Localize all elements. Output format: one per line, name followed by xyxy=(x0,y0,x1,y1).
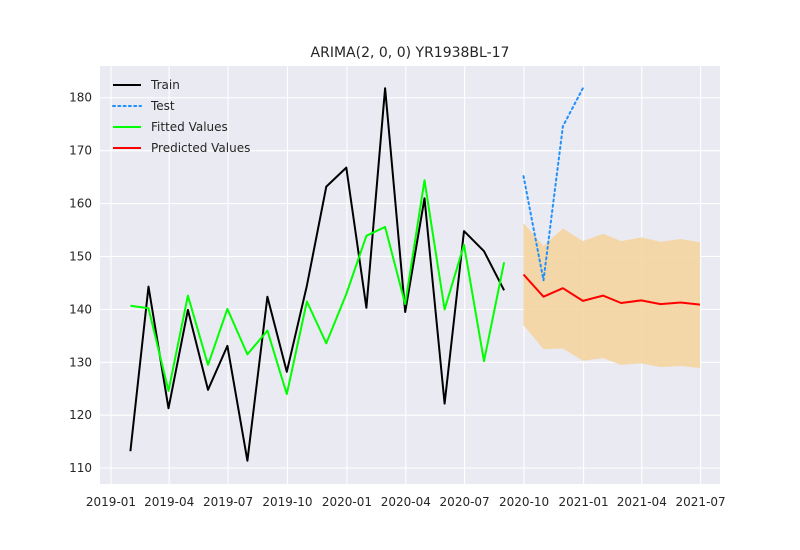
legend-label: Predicted Values xyxy=(151,141,250,155)
y-tick-label: 170 xyxy=(69,144,92,158)
y-tick-label: 150 xyxy=(69,249,92,263)
confidence-band xyxy=(523,223,700,369)
series-line-train xyxy=(129,87,505,462)
y-tick-label: 110 xyxy=(69,461,92,475)
series-line-predicted-values xyxy=(522,273,701,306)
gridlines xyxy=(100,66,720,484)
legend: Train Test Fitted Values Predicted Values xyxy=(112,78,250,155)
x-tick-label: 2020-07 xyxy=(440,495,490,509)
confidence-band-layer xyxy=(523,223,700,369)
y-tick-label: 180 xyxy=(69,91,92,105)
x-tick-label: 2020-04 xyxy=(381,495,431,509)
legend-label: Fitted Values xyxy=(151,120,228,134)
series-line-fitted-values xyxy=(130,179,506,396)
chart-title: ARIMA(2, 0, 0) YR1938BL-17 xyxy=(311,45,510,61)
x-tick-label: 2021-01 xyxy=(559,495,609,509)
y-axis-ticks: 110 120 130 140 150 160 170 180 xyxy=(69,91,92,475)
x-tick-label: 2020-10 xyxy=(499,495,549,509)
x-tick-label: 2019-04 xyxy=(144,495,194,509)
y-tick-label: 120 xyxy=(69,408,92,422)
x-tick-label: 2021-07 xyxy=(676,495,726,509)
y-tick-label: 130 xyxy=(69,355,92,369)
x-tick-label: 2021-04 xyxy=(617,495,667,509)
legend-label: Test xyxy=(150,99,175,113)
y-tick-label: 160 xyxy=(69,197,92,211)
x-tick-label: 2019-07 xyxy=(203,495,253,509)
legend-label: Train xyxy=(150,78,180,92)
series-layer xyxy=(129,87,701,462)
y-tick-label: 140 xyxy=(69,302,92,316)
series-line-test xyxy=(522,87,584,282)
x-tick-label: 2019-10 xyxy=(262,495,312,509)
x-tick-label: 2019-01 xyxy=(86,495,136,509)
x-axis-ticks: 2019-01 2019-04 2019-07 2019-10 2020-01 2020-… xyxy=(86,495,726,509)
x-tick-label: 2020-01 xyxy=(322,495,372,509)
